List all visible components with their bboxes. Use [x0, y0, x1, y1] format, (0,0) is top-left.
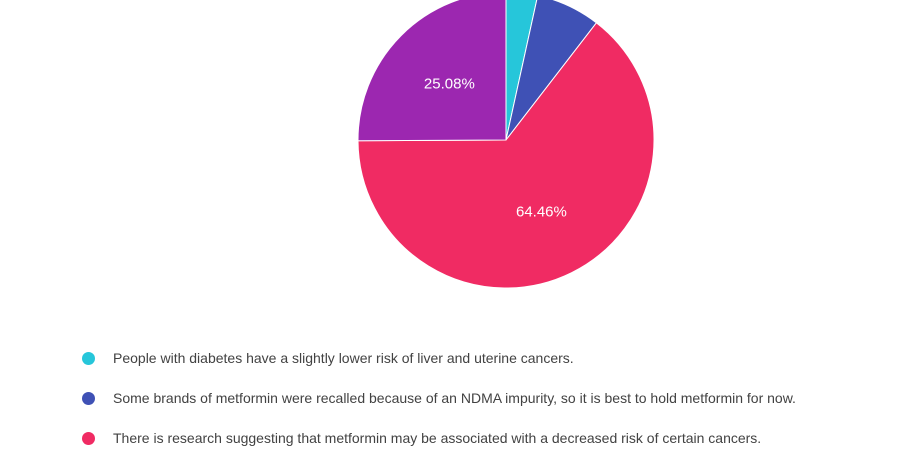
legend-swatch-cyan [82, 351, 95, 365]
legend-label: There is research suggesting that metfor… [113, 430, 762, 446]
legend-label: People with diabetes have a slightly low… [113, 350, 574, 366]
chart-legend: People with diabetes have a slightly low… [82, 338, 882, 458]
legend-item-decreased-cancer-risk[interactable]: There is research suggesting that metfor… [82, 418, 882, 458]
pie-slice-label-2: 64.46% [516, 204, 567, 221]
pie-slice-label-3: 25.08% [424, 76, 475, 93]
pie-slice-2[interactable] [357, 22, 655, 289]
legend-swatch-indigo [82, 391, 95, 405]
pie-slice-3[interactable] [357, 0, 507, 142]
legend-label: Some brands of metformin were recalled b… [113, 390, 796, 406]
legend-swatch-pink [82, 431, 95, 445]
legend-item-liver-uterine-risk[interactable]: People with diabetes have a slightly low… [82, 338, 882, 378]
pie-chart-svg: 64.46% 25.08% [357, 0, 655, 289]
pie-chart: 64.46% 25.08% [357, 0, 655, 289]
legend-item-metformin-recall[interactable]: Some brands of metformin were recalled b… [82, 378, 882, 418]
